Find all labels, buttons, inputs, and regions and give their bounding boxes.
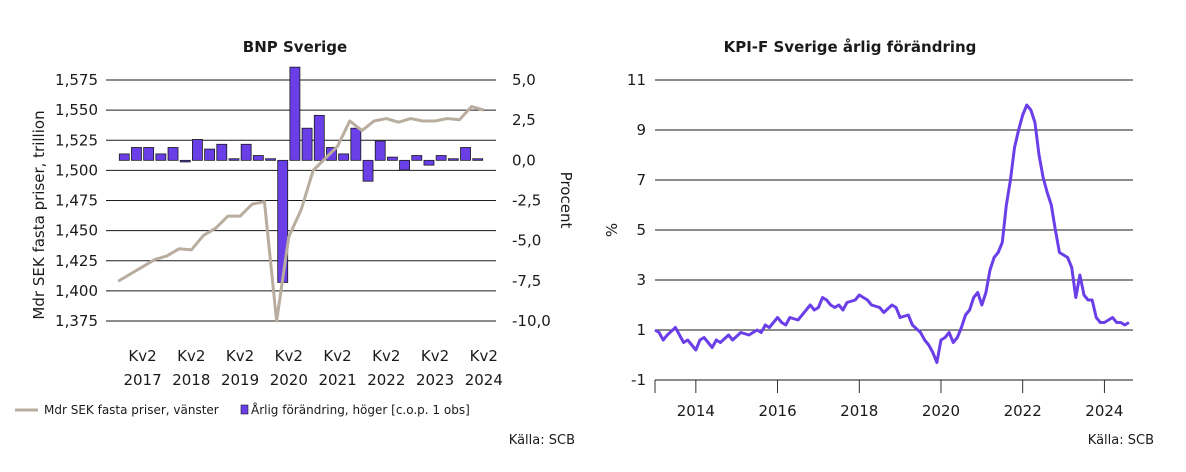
gdp-right-tick-label: 2,5 bbox=[512, 111, 536, 129]
gdp-right-tick-label: -7,5 bbox=[512, 272, 541, 290]
cpif-chart: KPI-F Sverige årlig förändring 11 9 7 5 3 1 -1… bbox=[603, 38, 1154, 448]
gdp-left-axis-label: Mdr SEK fasta priser, trillion bbox=[30, 110, 48, 319]
gdp-bar bbox=[131, 147, 142, 161]
gdp-quarter-label: Kv2 bbox=[177, 347, 205, 365]
gdp-bar bbox=[350, 127, 362, 161]
gdp-bar bbox=[313, 114, 325, 161]
gdp-source: Källa: SCB bbox=[509, 433, 575, 448]
cpif-line bbox=[654, 103, 1130, 364]
gdp-bar bbox=[240, 143, 252, 161]
gdp-bar bbox=[387, 156, 398, 161]
gdp-bar bbox=[252, 155, 264, 161]
gdp-gridlines bbox=[106, 79, 496, 322]
gdp-quarter-label: Kv2 bbox=[470, 347, 498, 365]
legend-bar-label: Årlig förändring, höger [c.o.p. 1 obs] bbox=[251, 402, 470, 417]
gdp-year-label: 2017 bbox=[123, 371, 161, 389]
gdp-bar bbox=[338, 153, 350, 161]
gdp-chart: BNP Sverige 1,575 1,550 1,525 1,500 1,475 1,4… bbox=[15, 38, 575, 448]
gdp-right-tick-label: 0,0 bbox=[512, 151, 536, 169]
cpif-gridlines bbox=[654, 79, 1133, 393]
gdp-bar bbox=[167, 147, 179, 161]
cpif-y-tick-label: -1 bbox=[631, 371, 646, 389]
cpif-y-tick-label: 3 bbox=[636, 271, 646, 289]
gdp-bar bbox=[301, 127, 313, 161]
gdp-left-tick-label: 1,475 bbox=[55, 192, 98, 210]
gdp-series-line bbox=[117, 105, 485, 323]
legend-line-label: Mdr SEK fasta priser, vänster bbox=[44, 403, 219, 417]
gdp-line bbox=[117, 105, 485, 323]
cpif-x-tick-label: 2022 bbox=[1004, 402, 1042, 420]
gdp-bar bbox=[447, 158, 459, 161]
gdp-bar bbox=[204, 148, 215, 161]
cpif-x-tick-label: 2020 bbox=[922, 402, 960, 420]
gdp-bar bbox=[228, 158, 240, 161]
cpif-y-tick-label: 11 bbox=[627, 71, 646, 89]
gdp-year-label: 2019 bbox=[221, 371, 259, 389]
cpif-y-axis-label: % bbox=[603, 223, 621, 237]
gdp-left-tick-label: 1,550 bbox=[55, 101, 98, 119]
gdp-bar bbox=[435, 155, 447, 161]
gdp-year-label: 2020 bbox=[270, 371, 308, 389]
legend-bar-swatch bbox=[240, 404, 249, 415]
gdp-left-tick-label: 1,525 bbox=[55, 131, 98, 149]
gdp-axis-ticks: 1,575 1,550 1,525 1,500 1,475 1,450 1,425 1,400… bbox=[55, 71, 551, 389]
gdp-quarter-label: Kv2 bbox=[323, 347, 351, 365]
gdp-left-tick-label: 1,400 bbox=[55, 282, 98, 300]
gdp-bar bbox=[374, 140, 386, 161]
gdp-bar bbox=[118, 153, 130, 161]
gdp-bar bbox=[179, 159, 191, 163]
gdp-bar bbox=[460, 147, 471, 161]
gdp-left-tick-label: 1,375 bbox=[55, 312, 98, 330]
cpif-x-tick-label: 2018 bbox=[840, 402, 878, 420]
cpif-series-line bbox=[654, 103, 1130, 364]
gdp-bar bbox=[423, 159, 435, 166]
gdp-right-tick-label: -2,5 bbox=[512, 192, 541, 210]
gdp-bar bbox=[411, 155, 423, 161]
cpif-chart-title: KPI-F Sverige årlig förändring bbox=[724, 38, 977, 56]
gdp-bar bbox=[265, 158, 276, 161]
cpif-y-tick-label: 5 bbox=[636, 221, 646, 239]
cpif-axis-ticks: 11 9 7 5 3 1 -1 2014 2016 2018 2020 2022 2024 bbox=[627, 71, 1124, 420]
cpif-x-tick-label: 2016 bbox=[758, 402, 796, 420]
gdp-chart-title: BNP Sverige bbox=[243, 38, 347, 56]
cpif-source: Källa: SCB bbox=[1088, 433, 1154, 448]
gdp-year-label: 2023 bbox=[416, 371, 454, 389]
gdp-year-label: 2018 bbox=[172, 371, 210, 389]
cpif-y-tick-label: 1 bbox=[636, 321, 646, 339]
gdp-quarter-label: Kv2 bbox=[421, 347, 449, 365]
gdp-bars bbox=[118, 66, 484, 283]
gdp-bar bbox=[362, 159, 374, 182]
cpif-x-tick-label: 2024 bbox=[1085, 402, 1123, 420]
gdp-quarter-label: Kv2 bbox=[275, 347, 303, 365]
gdp-right-axis-label: Procent bbox=[557, 172, 575, 229]
gdp-right-tick-label: -5,0 bbox=[512, 232, 541, 250]
gdp-bar bbox=[289, 66, 301, 161]
gdp-year-label: 2022 bbox=[367, 371, 405, 389]
gdp-bar bbox=[143, 147, 155, 161]
gdp-quarter-label: Kv2 bbox=[226, 347, 254, 365]
gdp-quarter-label: Kv2 bbox=[372, 347, 400, 365]
gdp-left-tick-label: 1,500 bbox=[55, 161, 98, 179]
gdp-left-tick-label: 1,575 bbox=[55, 71, 98, 89]
gdp-right-tick-label: -10,0 bbox=[512, 312, 551, 330]
gdp-year-label: 2024 bbox=[465, 371, 503, 389]
gdp-bar bbox=[472, 158, 484, 161]
cpif-x-tick-label: 2014 bbox=[677, 402, 715, 420]
gdp-left-tick-label: 1,450 bbox=[55, 222, 98, 240]
gdp-bar bbox=[155, 153, 167, 161]
gdp-quarter-label: Kv2 bbox=[128, 347, 156, 365]
gdp-bar bbox=[216, 143, 228, 161]
gdp-year-label: 2021 bbox=[318, 371, 356, 389]
cpif-y-tick-label: 7 bbox=[636, 171, 646, 189]
cpif-y-tick-label: 9 bbox=[636, 121, 646, 139]
gdp-legend: Mdr SEK fasta priser, vänster Årlig förä… bbox=[15, 402, 470, 417]
gdp-bar bbox=[399, 159, 410, 171]
gdp-left-tick-label: 1,425 bbox=[55, 252, 98, 270]
gdp-bar bbox=[192, 139, 203, 161]
gdp-right-tick-label: 5,0 bbox=[512, 71, 536, 89]
